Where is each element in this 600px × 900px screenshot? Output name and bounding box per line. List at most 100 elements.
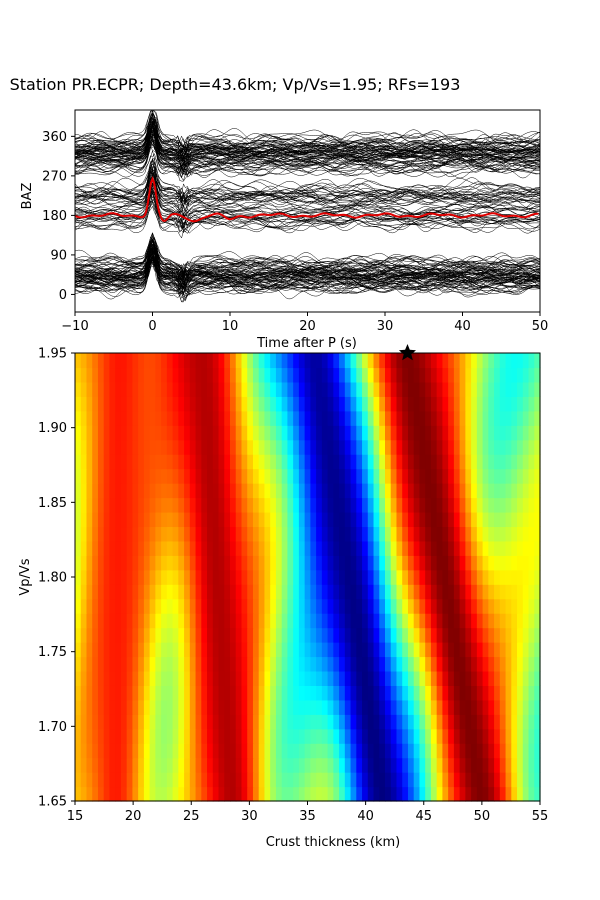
heatmap-cell [270,425,277,441]
heatmap-cell [109,757,116,773]
heatmap-cell [321,396,329,412]
heatmap-cell [103,728,111,744]
heatmap-cell [425,772,432,788]
heatmap-cell [517,468,524,484]
heatmap-cell [517,381,524,397]
heatmap-cell [465,526,472,542]
heatmap-cell [385,642,392,658]
heatmap-cell [373,699,380,715]
heatmap-cell [407,656,415,672]
heatmap-cell [373,584,380,600]
heatmap-cell [184,656,191,672]
heatmap-cell [425,497,432,513]
traces-y-tick-label: 0 [59,288,67,303]
heatmap-cell [138,381,145,397]
heatmap-cell [505,381,512,397]
heatmap-cell [275,627,283,643]
heatmap-cell [534,598,541,614]
heatmap-cell [207,511,214,528]
heatmap-cell [97,381,105,397]
heatmap-cell [350,367,357,383]
heatmap-cell [511,598,518,614]
heatmap-cell [275,743,283,759]
heatmap-cell [459,685,466,701]
heatmap-cell [298,627,306,643]
heatmap-cell [80,685,88,701]
heatmap-cell [356,381,363,397]
rf-trace [74,261,541,297]
heatmap-cell [149,786,156,802]
heatmap-cell [373,511,380,528]
heatmap-cell [511,786,518,802]
heatmap-cell [459,381,466,397]
heatmap-cell [143,483,151,499]
heatmap-cell [402,454,409,470]
heatmap-cell [442,454,449,470]
heatmap-cell [465,699,472,715]
heatmap-cell [218,786,225,802]
heatmap-cell [241,410,248,426]
heatmap-cell [247,772,254,788]
heatmap-cell [499,555,507,571]
heatmap-cell [396,353,403,369]
heatmap-cell [517,584,524,600]
heatmap-cell [344,772,352,788]
heatmap-cell [155,439,162,455]
heatmap-cell [367,483,375,499]
heatmap-cell [453,627,461,643]
heatmap-cell [505,772,512,788]
heatmap-cell [350,670,357,686]
heatmap-cell [184,598,191,614]
heatmap-cell [166,511,174,528]
heatmap-cell [241,728,248,744]
heatmap-cell [97,685,105,701]
heatmap-cell [373,367,380,383]
heatmap-cell [97,483,105,499]
heatmap-cell [476,728,484,744]
hk-x-axis: 15 20 25 30 35 40 45 50 55 [67,801,548,824]
heatmap-cell [201,367,208,383]
heatmap-cell [298,555,306,571]
heatmap-cell [293,497,300,513]
heatmap-cell [534,497,541,513]
heatmap-cell [402,555,409,571]
heatmap-cell [327,425,334,441]
heatmap-cell [402,381,409,397]
heatmap-cell [367,642,375,658]
heatmap-cell [511,772,518,788]
heatmap-cell [385,367,392,383]
heatmap-cell [264,540,271,556]
heatmap-cell [534,540,541,556]
heatmap-cell [339,685,346,701]
heatmap-cell [201,728,208,744]
rf-trace [74,118,541,158]
heatmap-cell [396,526,403,542]
heatmap-cell [155,642,162,658]
heatmap-cell [120,353,128,369]
heatmap-cell [143,511,151,528]
heatmap-cell [339,728,346,744]
heatmap-cell [201,598,208,614]
heatmap-cell [184,642,191,658]
heatmap-cell [80,555,88,571]
heatmap-cell [528,584,535,600]
heatmap-cell [149,555,156,571]
heatmap-cell [373,468,380,484]
heatmap-cell [172,454,179,470]
heatmap-cell [80,439,88,455]
heatmap-cell [275,786,283,802]
heatmap-cell [132,410,139,426]
heatmap-cell [224,728,231,744]
heatmap-cell [448,454,455,470]
heatmap-cell [379,497,386,513]
heatmap-cell [494,642,501,658]
heatmap-cell [178,757,185,773]
heatmap-cell [126,454,134,470]
heatmap-cell [298,454,306,470]
heatmap-cell [224,714,231,730]
heatmap-cell [218,540,225,556]
heatmap-cell [207,584,214,600]
heatmap-cell [92,483,99,499]
heatmap-cell [172,425,179,441]
